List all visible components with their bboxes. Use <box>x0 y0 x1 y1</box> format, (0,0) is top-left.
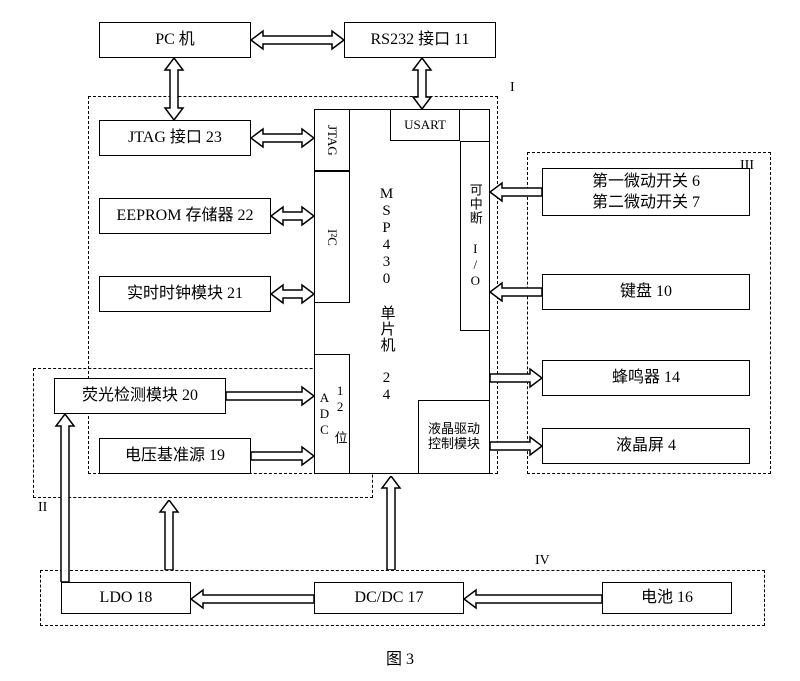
mcu-cell-io: 可中断 I/O <box>460 141 490 331</box>
block-batt-label: 电池 16 <box>641 588 693 607</box>
block-ldo-label: LDO 18 <box>100 588 153 607</box>
arrow-lcd <box>490 434 542 458</box>
arrow-dcdc-mcu-up <box>380 476 402 570</box>
arrow-pc-jtag-v <box>162 58 186 120</box>
group-i-label: I <box>510 80 515 96</box>
block-buzz: 蜂鸣器 14 <box>542 360 750 396</box>
arrow-rs232-usart-v <box>410 58 434 109</box>
mcu-cell-adc-label: 12 位 ADC <box>316 355 347 473</box>
group-iv-label: IV <box>535 553 550 569</box>
arrow-vref <box>251 444 314 468</box>
block-dcdc: DC/DC 17 <box>314 582 464 614</box>
block-switch-1-label: 第一微动开关 6 <box>592 172 700 191</box>
group-ii-label: II <box>38 500 47 516</box>
arrow-eeprom <box>271 204 314 228</box>
arrow-pc-rs232 <box>251 28 344 52</box>
arrow-vref-up <box>158 500 180 570</box>
block-jtag-ext-label: JTAG 接口 23 <box>128 128 222 147</box>
block-rs232-label: RS232 接口 11 <box>371 30 470 49</box>
block-jtag-ext: JTAG 接口 23 <box>99 120 251 156</box>
block-fluor-label: 荧光检测模块 20 <box>82 386 198 405</box>
arrow-batt-dcdc <box>464 588 602 610</box>
mcu-cell-adc: 12 位 ADC <box>314 354 350 474</box>
arrow-dcdc-ldo <box>191 588 314 610</box>
arrow-ldo-up <box>54 414 76 582</box>
block-pc-label: PC 机 <box>155 30 195 49</box>
mcu-cell-i2c-label: I²C <box>324 229 340 246</box>
mcu-cell-lcm: 液晶驱动控制模块 <box>418 400 490 474</box>
block-eeprom-label: EEPROM 存储器 22 <box>117 206 254 225</box>
arrow-kbd <box>490 280 542 304</box>
block-dcdc-label: DC/DC 17 <box>355 588 424 607</box>
block-batt: 电池 16 <box>602 582 732 614</box>
block-switches: 第一微动开关 6 第二微动开关 7 <box>542 168 750 216</box>
arrow-buzz <box>490 366 542 390</box>
arrow-switches <box>490 180 542 204</box>
mcu-cell-usart-label: USART <box>404 117 446 133</box>
block-eeprom: EEPROM 存储器 22 <box>99 198 271 234</box>
block-rtc-label: 实时时钟模块 21 <box>127 284 243 303</box>
block-kbd: 键盘 10 <box>542 274 750 310</box>
mcu-cell-lcm-label: 液晶驱动控制模块 <box>423 422 485 452</box>
block-vref-label: 电压基准源 19 <box>125 446 225 465</box>
block-vref: 电压基准源 19 <box>99 438 251 474</box>
mcu-cell-io-label: 可中断 I/O <box>467 183 483 289</box>
mcu-cell-usart: USART <box>390 109 460 141</box>
block-lcd: 液晶屏 4 <box>542 428 750 464</box>
diagram-canvas: I II III IV PC 机 RS232 接口 11 JTAG 接口 23 … <box>0 0 800 681</box>
mcu-cell-jtag: JTAG <box>314 109 350 171</box>
block-fluor: 荧光检测模块 20 <box>54 378 226 414</box>
arrow-jtag <box>251 126 314 150</box>
block-ldo: LDO 18 <box>61 582 191 614</box>
block-lcd-label: 液晶屏 4 <box>616 436 676 455</box>
mcu-core-label-wrap: MSP430 单片机 24 <box>370 160 404 430</box>
arrow-rtc <box>271 282 314 306</box>
mcu-cell-jtag-label: JTAG <box>324 125 340 156</box>
block-rs232: RS232 接口 11 <box>344 22 496 58</box>
block-switch-2-label: 第二微动开关 7 <box>592 193 700 212</box>
mcu-cell-i2c: I²C <box>314 171 350 303</box>
block-kbd-label: 键盘 10 <box>620 282 672 301</box>
block-rtc: 实时时钟模块 21 <box>99 276 271 312</box>
arrow-fluor <box>226 384 314 408</box>
block-pc: PC 机 <box>99 22 251 58</box>
block-buzz-label: 蜂鸣器 14 <box>612 368 680 387</box>
figure-caption: 图 3 <box>370 645 430 669</box>
mcu-core-label: MSP430 单片机 24 <box>377 186 398 404</box>
